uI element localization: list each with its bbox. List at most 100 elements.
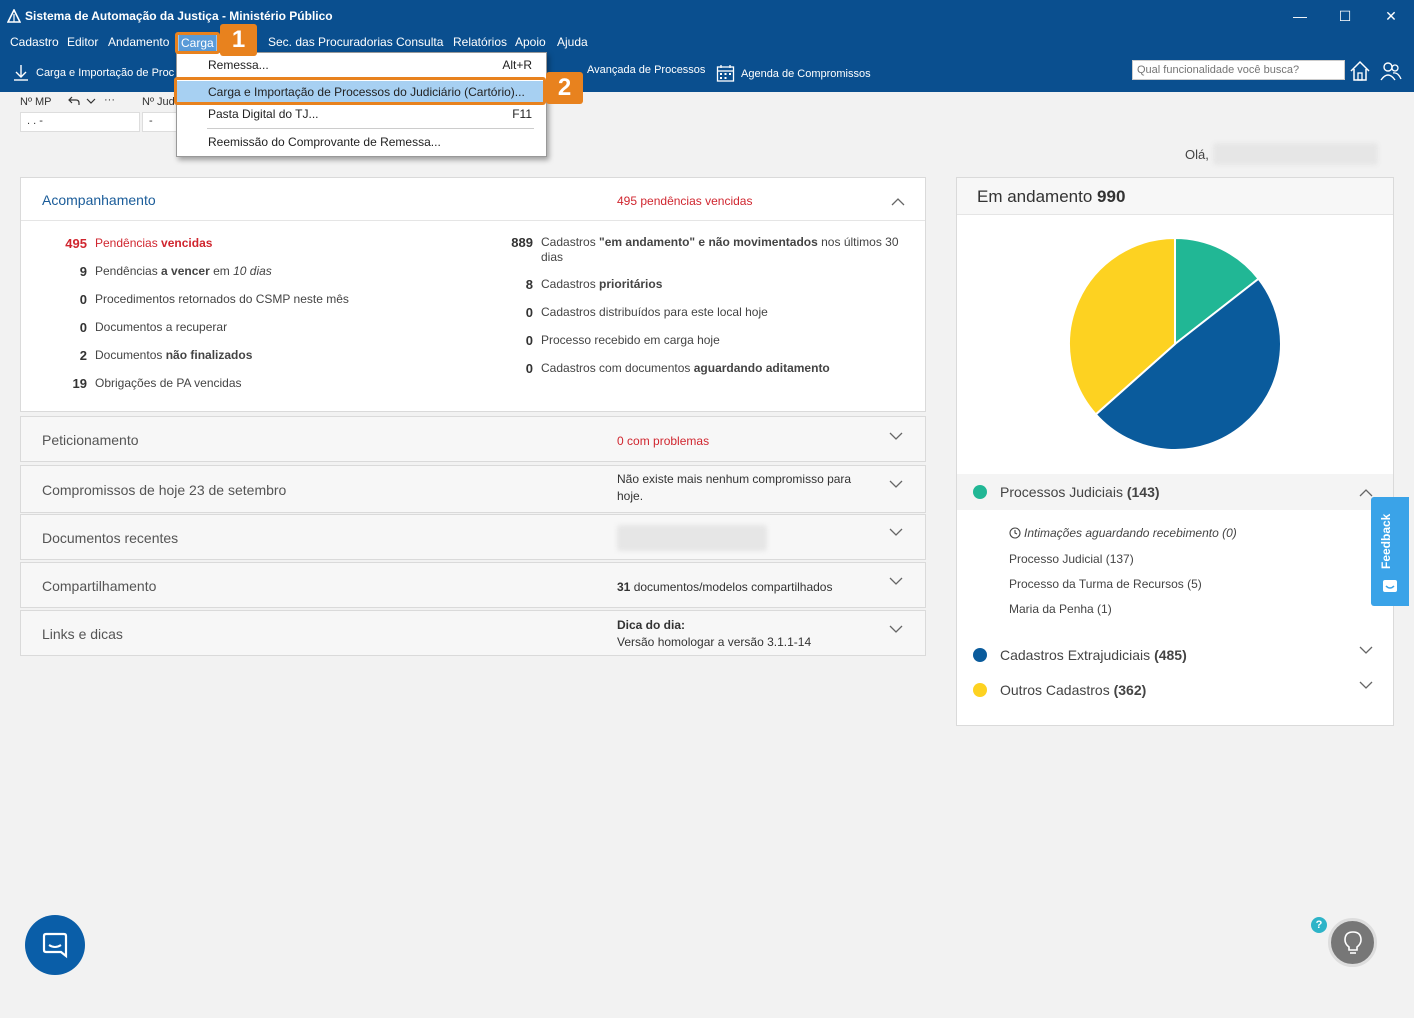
metric-row[interactable]: 8 Cadastros prioritários <box>501 277 911 292</box>
legend-cadastros-extrajudiciais[interactable]: Cadastros Extrajudiciais (485) <box>957 637 1393 673</box>
em-andamento-title: Em andamento 990 <box>977 187 1125 207</box>
menu-relatorios[interactable]: Relatórios <box>453 35 508 49</box>
sub-processo-judicial[interactable]: Processo Judicial (137) <box>1009 552 1134 566</box>
pie-slice-outros-cadastros[interactable] <box>1068 236 1176 416</box>
metric-label: Cadastros distribuídos para este local h… <box>541 305 768 319</box>
menu-item-label: Remessa... <box>208 58 269 72</box>
mp-label: Nº MP <box>20 96 52 108</box>
chevron-down-icon[interactable] <box>889 431 903 441</box>
chevron-down-icon[interactable] <box>1359 645 1373 655</box>
problem-text: com problemas <box>627 434 710 448</box>
maximize-button[interactable]: ☐ <box>1338 8 1352 24</box>
chat-launcher-button[interactable] <box>25 915 85 975</box>
menu-item-reemissao[interactable]: Reemissão do Comprovante de Remessa... <box>177 131 546 153</box>
callout-number-1: 1 <box>220 24 257 56</box>
legend-count: (362) <box>1113 682 1147 698</box>
chevron-down-icon[interactable] <box>1359 680 1373 690</box>
users-icon[interactable] <box>1380 60 1402 82</box>
metric-row[interactable]: 19 Obrigações de PA vencidas <box>51 376 395 391</box>
menu-ajuda[interactable]: Ajuda <box>557 35 588 49</box>
section-info: 31 documentos/modelos compartilhados <box>617 579 832 596</box>
section-compartilhamento[interactable]: Compartilhamento 31 documentos/modelos c… <box>20 562 926 608</box>
mp-number-input[interactable]: . . - <box>20 112 140 132</box>
section-peticionamento[interactable]: Peticionamento 0 com problemas <box>20 416 926 462</box>
metric-label: Cadastros com documentos aguardando adit… <box>541 361 830 375</box>
menu-separator <box>207 128 534 129</box>
legend-count: (485) <box>1154 647 1187 663</box>
em-andamento-total: 990 <box>1097 187 1126 206</box>
download-icon <box>14 65 28 81</box>
legend-label: Cadastros Extrajudiciais (485) <box>1000 647 1187 663</box>
pie-slice-cadastros-extrajudiciais[interactable] <box>1094 277 1282 451</box>
menu-cadastro[interactable]: Cadastro <box>10 35 59 49</box>
section-compromissos[interactable]: Compromissos de hoje 23 de setembro Não … <box>20 465 926 513</box>
metric-label: Cadastros "em andamento" e não movimenta… <box>541 235 899 264</box>
sub-label: Intimações aguardando recebimento (0) <box>1024 526 1237 540</box>
metric-label: Pendências vencidas <box>95 236 213 250</box>
tips-button[interactable] <box>1328 918 1377 967</box>
chevron-up-icon[interactable] <box>1359 488 1373 498</box>
jud-label: Nº Jud <box>142 96 175 108</box>
metric-label: Pendências a vencer em 10 dias <box>95 264 272 278</box>
pie-slice-processos-judiciais[interactable] <box>1174 236 1260 347</box>
metric-count: 8 <box>525 277 533 292</box>
sub-intimacoes[interactable]: Intimações aguardando recebimento (0) <box>1009 526 1237 540</box>
section-title: Compartilhamento <box>42 578 157 594</box>
metric-label: Procedimentos retornados do CSMP neste m… <box>95 292 349 306</box>
menu-consulta[interactable]: Consulta <box>396 35 444 49</box>
chevron-down-icon[interactable] <box>889 527 903 537</box>
em-andamento-panel: Em andamento 990 Processos Judiciais (14… <box>956 177 1394 726</box>
metric-count: 0 <box>79 292 87 307</box>
metric-row[interactable]: 0 Procedimentos retornados do CSMP neste … <box>51 292 395 307</box>
metric-row[interactable]: 2 Documentos não finalizados <box>51 348 395 363</box>
section-documentos-recentes[interactable]: Documentos recentes <box>20 514 926 560</box>
metric-row[interactable]: 889 Cadastros "em andamento" e não movime… <box>501 235 911 265</box>
menu-apoio[interactable]: Apoio <box>515 35 546 49</box>
menu-item-remessa[interactable]: Remessa... Alt+R <box>177 54 546 76</box>
menu-item-pasta-digital[interactable]: Pasta Digital do TJ... F11 <box>177 103 546 125</box>
menu-item-carga-importacao[interactable]: Carga e Importação de Processos do Judic… <box>177 81 546 103</box>
menu-sec-procuradorias[interactable]: Sec. das Procuradorias <box>268 35 393 49</box>
feedback-tab[interactable]: Feedback <box>1371 497 1409 606</box>
help-badge[interactable]: ? <box>1311 917 1327 933</box>
chevron-down-icon[interactable] <box>889 576 903 586</box>
undo-icon[interactable] <box>68 96 80 106</box>
recent-docs-blurred <box>617 525 767 551</box>
sub-maria-penha[interactable]: Maria da Penha (1) <box>1009 602 1112 616</box>
menu-andamento[interactable]: Andamento <box>108 35 170 49</box>
section-info: Não existe mais nenhum compromisso para … <box>617 472 852 503</box>
function-search-input[interactable] <box>1132 60 1345 80</box>
minimize-button[interactable]: — <box>1293 8 1307 24</box>
metric-count: 19 <box>72 376 87 391</box>
carga-importacao-tool[interactable]: Carga e Importação de Proc <box>12 64 174 82</box>
chevron-up-icon[interactable] <box>891 197 905 207</box>
more-options[interactable]: ··· <box>104 94 115 106</box>
close-button[interactable]: ✕ <box>1385 8 1397 24</box>
consulta-avancada-label: Avançada de Processos <box>587 64 706 76</box>
section-title: Compromissos de hoje 23 de setembro <box>42 482 287 498</box>
tip-text: Versão homologar a versão 3.1.1-14 <box>617 635 812 649</box>
metric-row[interactable]: 495 Pendências vencidas <box>51 236 395 251</box>
chevron-down-icon[interactable] <box>889 479 903 489</box>
legend-processos-judiciais[interactable]: Processos Judiciais (143) <box>957 474 1393 510</box>
legend-text: Outros Cadastros <box>1000 682 1110 698</box>
legend-outros-cadastros[interactable]: Outros Cadastros (362) <box>957 672 1393 708</box>
chevron-down-icon[interactable] <box>889 624 903 634</box>
acompanhamento-header[interactable]: Acompanhamento 495 pendências vencidas <box>21 178 925 221</box>
metric-row[interactable]: 0 Cadastros distribuídos para este local … <box>501 305 911 320</box>
metric-count: 0 <box>525 333 533 348</box>
metric-row[interactable]: 0 Processo recebido em carga hoje <box>501 333 911 348</box>
sub-turma-recursos[interactable]: Processo da Turma de Recursos (5) <box>1009 577 1202 591</box>
home-icon[interactable] <box>1350 60 1370 82</box>
header-count: 495 <box>617 194 638 208</box>
metric-row[interactable]: 9 Pendências a vencer em 10 dias <box>51 264 395 279</box>
chevron-down-icon[interactable] <box>86 98 96 105</box>
consulta-avancada-tool[interactable]: Avançada de Processos <box>587 64 705 76</box>
agenda-tool[interactable]: Agenda de Compromissos <box>716 64 871 83</box>
menu-editor[interactable]: Editor <box>67 35 99 49</box>
section-links-dicas[interactable]: Links e dicas Dica do dia: Versão homolo… <box>20 610 926 656</box>
metric-row[interactable]: 0 Cadastros com documentos aguardando adi… <box>501 361 911 376</box>
jud-number-input[interactable]: - <box>142 112 178 132</box>
legend-dot <box>973 683 987 697</box>
metric-row[interactable]: 0 Documentos a recuperar <box>51 320 395 335</box>
